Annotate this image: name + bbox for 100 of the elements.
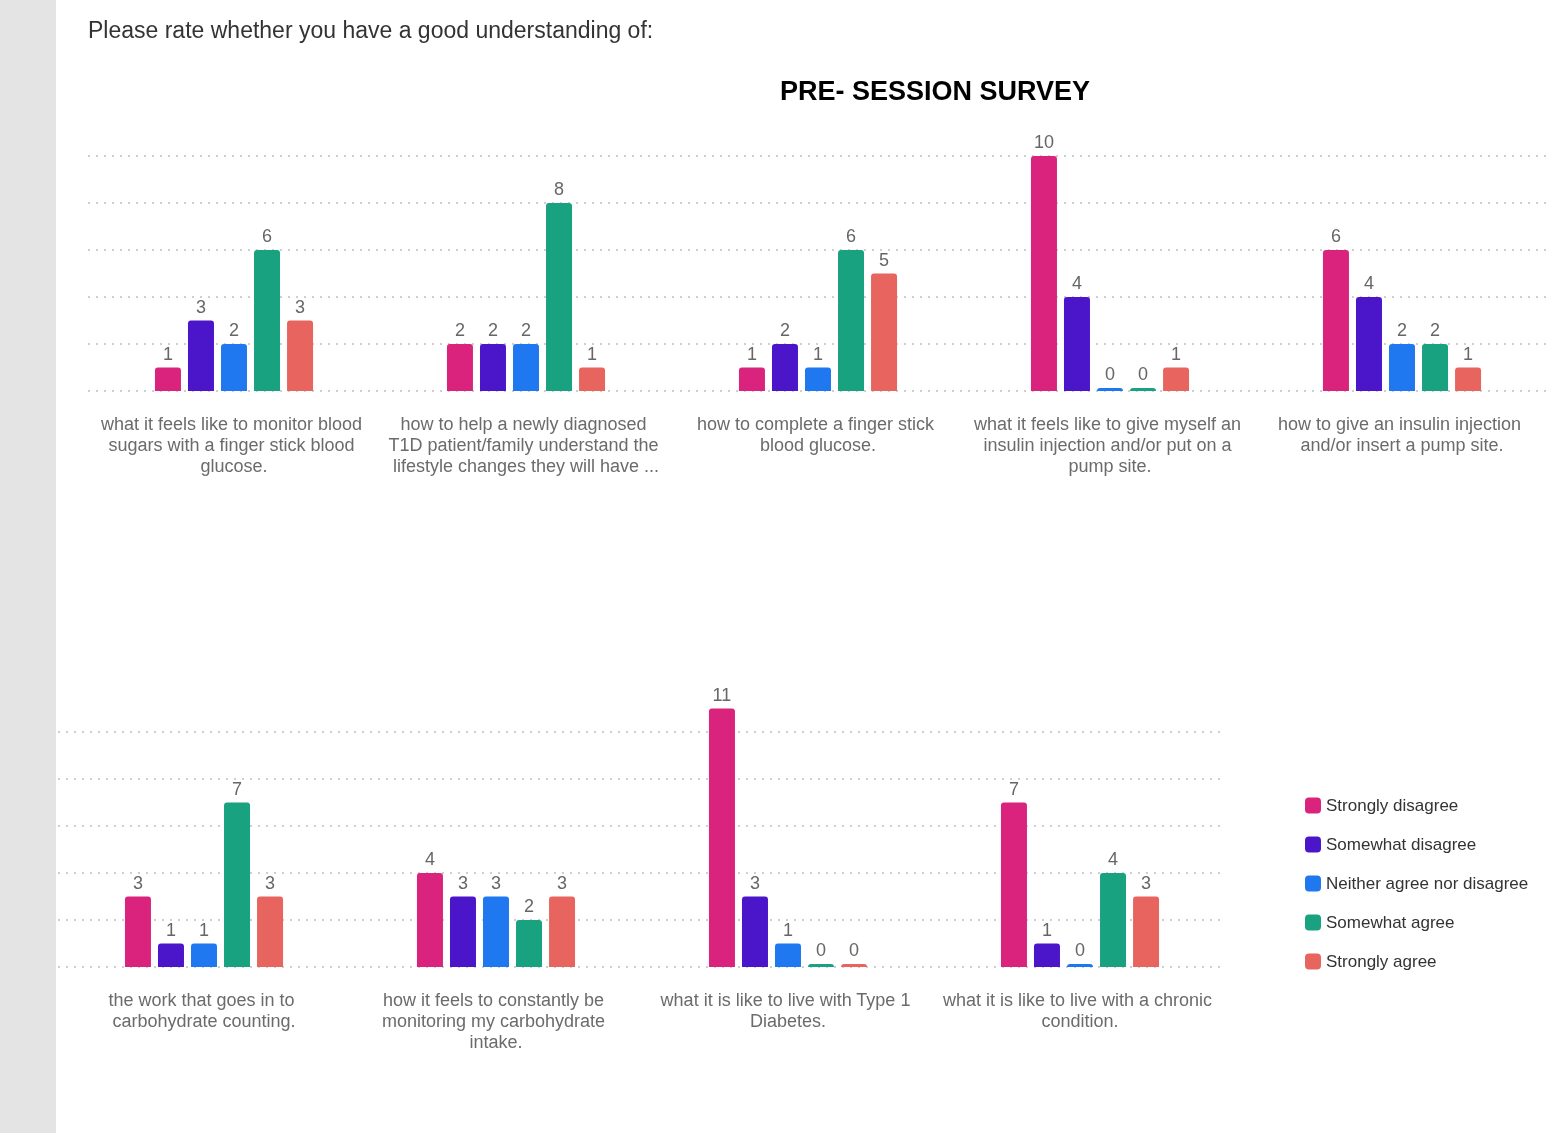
bar <box>483 896 509 967</box>
data-label: 7 <box>1008 778 1019 799</box>
bar <box>1422 344 1449 391</box>
bar <box>738 367 765 391</box>
data-label: 2 <box>779 320 790 340</box>
x-tick-label: what it is like to live with a chronic condition. <box>941 989 1218 1031</box>
bar <box>546 203 573 391</box>
data-label: 8 <box>554 179 565 199</box>
x-tick-label: how to give an insulin injection and/or insert a pump site. <box>1277 413 1527 455</box>
bar <box>549 896 576 967</box>
bar <box>838 250 865 391</box>
data-label: 2 <box>454 320 465 340</box>
data-label: 5 <box>879 249 890 270</box>
legend-label: Strongly agree <box>1326 952 1437 971</box>
data-label: 0 <box>816 940 827 960</box>
data-label: 1 <box>162 343 173 364</box>
bar <box>124 896 151 967</box>
data-label: 6 <box>846 226 857 246</box>
bar <box>708 708 735 967</box>
bar <box>741 896 768 967</box>
bar <box>191 943 217 967</box>
bar <box>1100 873 1127 967</box>
data-label: 3 <box>490 872 502 893</box>
data-label: 1 <box>812 343 824 364</box>
data-label: 2 <box>228 320 240 340</box>
bar <box>771 344 798 391</box>
x-tick-label: how to help a newly diagnosed T1D patient/family understand the lifestyle changes they will have ... <box>388 413 664 476</box>
bar <box>1322 250 1349 391</box>
bar <box>1033 943 1060 967</box>
data-label: 1 <box>198 919 210 940</box>
bar <box>1455 367 1482 391</box>
bar <box>1355 297 1382 391</box>
data-label: 2 <box>1430 320 1441 340</box>
data-label: 2 <box>520 320 532 340</box>
bar <box>1389 344 1415 391</box>
data-label: 1 <box>1041 919 1052 940</box>
data-label: 2 <box>1396 320 1408 340</box>
bar <box>479 344 506 391</box>
chart-title: PRE- SESSION SURVEY <box>779 75 1091 106</box>
bar <box>157 943 184 967</box>
data-label: 0 <box>1138 364 1149 384</box>
data-label: 4 <box>424 849 435 869</box>
bar <box>871 273 898 391</box>
data-label: 1 <box>1463 343 1474 364</box>
data-label: 4 <box>1363 273 1374 293</box>
data-label: 1 <box>165 919 176 940</box>
bar <box>446 344 473 391</box>
data-label: 1 <box>782 919 794 940</box>
bar <box>513 344 539 391</box>
data-label: 1 <box>746 343 757 364</box>
x-tick-label: how it feels to constantly be monitoring my carbohydrate intake. <box>381 989 611 1052</box>
x-tick-label: what it is like to live with Type 1 Diabetes. <box>659 989 916 1031</box>
data-label: 0 <box>849 940 860 960</box>
data-label: 1 <box>1171 343 1182 364</box>
data-label: 3 <box>749 872 760 893</box>
bar <box>1133 896 1160 967</box>
bar <box>254 250 281 391</box>
bar <box>1163 367 1190 391</box>
legend-label: Somewhat disagree <box>1326 835 1477 854</box>
data-label: 3 <box>557 872 568 893</box>
data-label: 6 <box>262 226 273 246</box>
data-label: 10 <box>1033 132 1054 152</box>
text: Please rate whether you have a good understanding of: <box>88 16 654 43</box>
data-label: 3 <box>132 872 143 893</box>
data-label: 0 <box>1074 940 1086 960</box>
bar <box>1030 156 1057 391</box>
data-label: 3 <box>1141 872 1152 893</box>
data-label: 3 <box>195 296 206 317</box>
bar <box>449 896 476 967</box>
legend-label: Somewhat agree <box>1326 913 1455 932</box>
data-label: 2 <box>524 896 535 916</box>
bar <box>775 943 801 967</box>
bar <box>1000 802 1027 967</box>
bar <box>516 920 543 967</box>
data-label: 1 <box>587 343 598 364</box>
x-tick-label: how to complete a finger stick blood glucose. <box>696 413 940 455</box>
bar <box>805 367 831 391</box>
legend-label: Neither agree nor disagree <box>1326 874 1529 893</box>
data-label: 11 <box>712 684 732 705</box>
data-label: 3 <box>265 872 276 893</box>
x-tick-label: what it feels like to give myself an insulin injection and/or put on a pump site. <box>972 413 1247 476</box>
bar <box>1063 297 1090 391</box>
data-label: 6 <box>1330 226 1341 246</box>
bar <box>257 896 284 967</box>
bar <box>416 873 443 967</box>
data-label: 4 <box>1071 273 1082 293</box>
data-label: 4 <box>1108 849 1119 869</box>
data-label: 3 <box>295 296 306 317</box>
bar <box>224 802 251 967</box>
bar <box>221 344 247 391</box>
bar <box>187 320 214 391</box>
data-label: 7 <box>232 778 243 799</box>
data-label: 3 <box>457 872 468 893</box>
bar <box>579 367 606 391</box>
legend-label: Strongly disagree <box>1326 796 1459 815</box>
x-tick-label: the work that goes in to carbohydrate counting. <box>108 989 300 1031</box>
data-label: 2 <box>487 320 498 340</box>
data-label: 0 <box>1104 364 1116 384</box>
x-tick-label: what it feels like to monitor blood sugars with a finger stick blood glucose. <box>99 413 368 476</box>
bar <box>287 320 314 391</box>
